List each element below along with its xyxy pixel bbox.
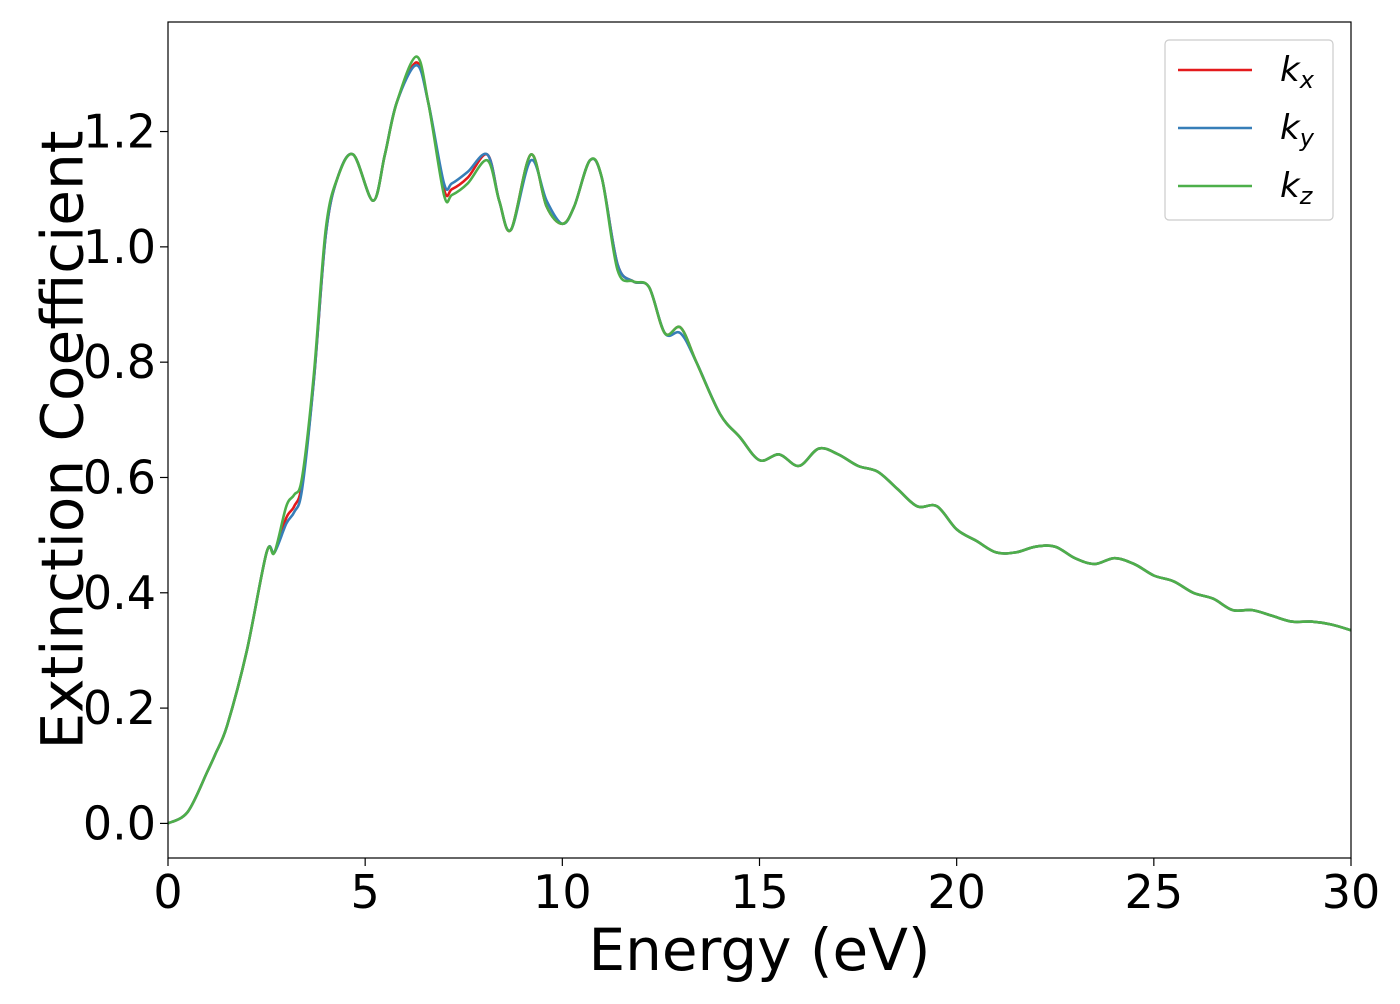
- x-tick-label: 0: [153, 865, 182, 919]
- x-tick-label: 10: [533, 865, 592, 919]
- legend-box: [1164, 39, 1334, 221]
- y-axis-title: Extinction Coefficient: [28, 131, 96, 750]
- x-axis-title: Energy (eV): [588, 916, 930, 984]
- series-lines: [167, 55, 1352, 825]
- x-axis-ticks: 0 5 10 15 20 25 30: [153, 858, 1380, 919]
- legend: kx ky kz: [1164, 39, 1334, 221]
- x-tick-label: 30: [1322, 865, 1381, 919]
- y-axis-ticks: 0.0 0.2 0.4 0.6 0.8 1.0 1.2: [83, 105, 168, 850]
- series-line-k-z: [167, 55, 1352, 825]
- y-tick-label: 0.8: [83, 335, 156, 389]
- legend-label: ky: [1280, 108, 1315, 152]
- x-tick-label: 15: [730, 865, 789, 919]
- y-tick-label: 0.2: [83, 681, 156, 735]
- y-tick-label: 0.4: [83, 566, 156, 620]
- y-tick-label: 0.0: [83, 796, 156, 850]
- legend-label: kz: [1280, 166, 1314, 210]
- y-tick-label: 1.2: [83, 105, 156, 159]
- y-tick-label: 0.6: [83, 450, 156, 504]
- x-tick-label: 5: [351, 865, 380, 919]
- y-tick-label: 1.0: [83, 220, 156, 274]
- x-tick-label: 20: [927, 865, 986, 919]
- x-tick-label: 25: [1125, 865, 1184, 919]
- legend-label: kx: [1280, 50, 1315, 94]
